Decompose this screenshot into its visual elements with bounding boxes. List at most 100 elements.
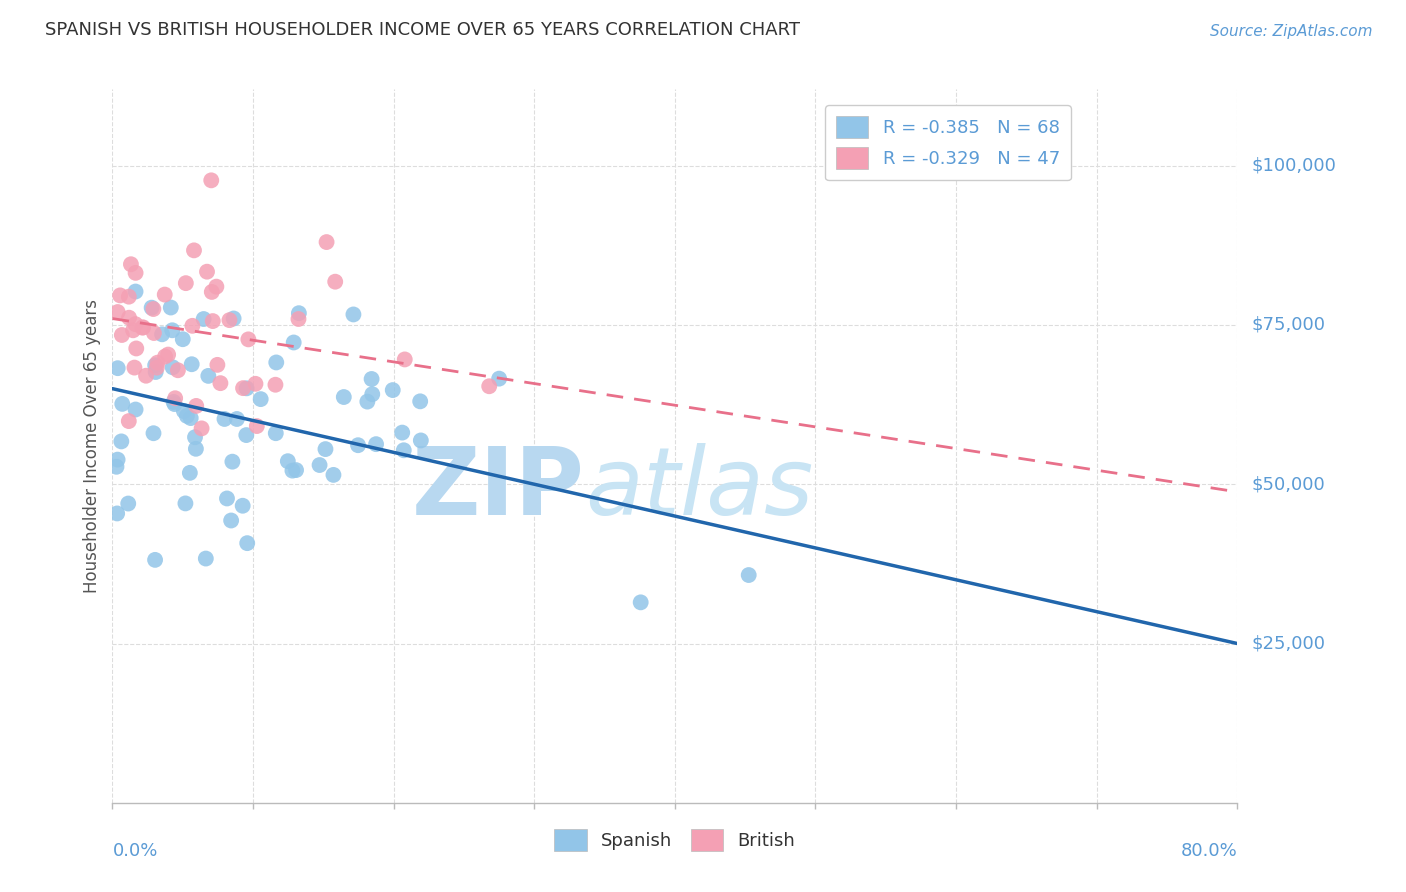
Point <box>118 290 141 304</box>
Point <box>181 318 204 333</box>
Point <box>132 320 155 334</box>
Point <box>162 395 184 409</box>
Point <box>124 402 146 417</box>
Point <box>333 390 356 404</box>
Text: Source: ZipAtlas.com: Source: ZipAtlas.com <box>1209 24 1372 39</box>
Point <box>184 442 207 456</box>
Point <box>107 305 129 319</box>
Point <box>107 361 129 376</box>
Point <box>184 430 207 444</box>
Point <box>146 356 169 370</box>
Point <box>205 279 228 293</box>
Point <box>120 257 142 271</box>
Point <box>488 371 510 385</box>
Point <box>245 376 267 391</box>
Text: SPANISH VS BRITISH HOUSEHOLDER INCOME OVER 65 YEARS CORRELATION CHART: SPANISH VS BRITISH HOUSEHOLDER INCOME OV… <box>45 21 800 39</box>
Point <box>394 352 416 367</box>
Point <box>218 313 240 327</box>
Point <box>225 412 247 426</box>
Point <box>131 320 153 334</box>
Point <box>381 383 404 397</box>
Point <box>183 244 205 258</box>
Point <box>142 301 165 316</box>
Text: $100,000: $100,000 <box>1251 157 1336 175</box>
Point <box>232 499 254 513</box>
Text: $50,000: $50,000 <box>1251 475 1324 493</box>
Point <box>288 306 311 320</box>
Point <box>201 314 224 328</box>
Point <box>238 332 260 346</box>
Point <box>409 394 432 409</box>
Legend: Spanish, British: Spanish, British <box>547 822 803 858</box>
Point <box>180 357 202 371</box>
Y-axis label: Householder Income Over 65 years: Householder Income Over 65 years <box>83 299 101 593</box>
Point <box>174 276 197 290</box>
Point <box>105 507 128 521</box>
Point <box>219 514 242 528</box>
Point <box>142 326 165 340</box>
Point <box>322 467 344 482</box>
Point <box>391 425 413 440</box>
Point <box>314 442 336 456</box>
Point <box>110 434 132 449</box>
Point <box>107 452 129 467</box>
Point <box>122 323 145 337</box>
Point <box>630 595 652 609</box>
Point <box>153 287 176 301</box>
Point <box>360 372 382 386</box>
Point <box>124 317 146 331</box>
Text: $75,000: $75,000 <box>1251 316 1326 334</box>
Point <box>347 438 370 452</box>
Point <box>186 399 208 413</box>
Point <box>287 312 309 326</box>
Point <box>364 437 387 451</box>
Point <box>281 464 304 478</box>
Point <box>277 454 299 468</box>
Point <box>150 327 173 342</box>
Point <box>214 412 236 426</box>
Point <box>264 377 287 392</box>
Point <box>163 397 186 411</box>
Point <box>342 308 364 322</box>
Point <box>221 455 243 469</box>
Point <box>356 394 378 409</box>
Point <box>165 391 187 405</box>
Point <box>117 497 139 511</box>
Point <box>111 397 134 411</box>
Point <box>124 360 146 375</box>
Point <box>153 350 176 364</box>
Point <box>179 466 201 480</box>
Point <box>118 414 141 428</box>
Point <box>249 392 271 406</box>
Point <box>135 368 157 383</box>
Point <box>232 381 254 395</box>
Point <box>180 411 202 425</box>
Point <box>124 285 146 299</box>
Point <box>738 568 761 582</box>
Point <box>201 285 224 299</box>
Point <box>172 332 194 346</box>
Point <box>193 312 215 326</box>
Point <box>283 335 305 350</box>
Point <box>145 365 167 379</box>
Point <box>235 428 257 442</box>
Point <box>174 496 197 510</box>
Point <box>157 348 180 362</box>
Point <box>143 358 166 372</box>
Point <box>108 288 131 302</box>
Point <box>361 387 384 401</box>
Point <box>143 553 166 567</box>
Point <box>118 310 141 325</box>
Text: atlas: atlas <box>585 443 813 534</box>
Point <box>235 381 257 395</box>
Point <box>162 323 184 337</box>
Point <box>207 358 229 372</box>
Point <box>200 173 222 187</box>
Point <box>111 328 134 343</box>
Point <box>215 491 238 506</box>
Point <box>167 363 190 377</box>
Point <box>315 235 337 249</box>
Point <box>145 360 167 375</box>
Point <box>194 551 217 566</box>
Point <box>222 311 245 326</box>
